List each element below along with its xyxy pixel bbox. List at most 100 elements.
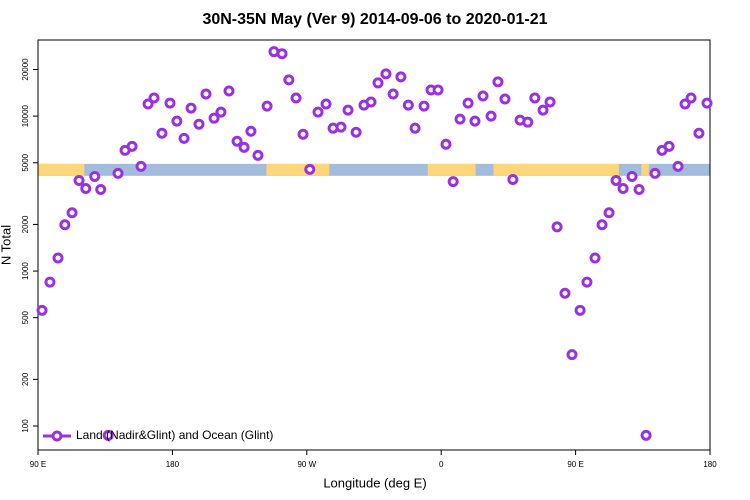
- x-tick-label: 180: [703, 460, 717, 469]
- point: [380, 68, 392, 80]
- point: [283, 74, 295, 86]
- land-band: [38, 163, 85, 176]
- point: [171, 115, 183, 127]
- point: [44, 276, 56, 288]
- point: [297, 128, 309, 140]
- point: [454, 113, 466, 125]
- point: [640, 429, 652, 441]
- point: [566, 349, 578, 361]
- plot-frame: [37, 39, 711, 451]
- point: [215, 106, 227, 118]
- point: [193, 118, 205, 130]
- point: [185, 102, 197, 114]
- y-tick-label: 20000: [21, 58, 30, 81]
- point: [581, 276, 593, 288]
- y-tick-label: 500: [21, 310, 30, 324]
- legend-marker: [51, 430, 63, 442]
- point: [231, 135, 243, 147]
- point: [112, 167, 124, 179]
- point: [633, 184, 645, 196]
- point: [610, 175, 622, 187]
- point: [372, 77, 384, 89]
- y-tick-label: 200: [21, 372, 30, 386]
- point: [499, 93, 511, 105]
- point: [507, 173, 519, 185]
- point: [603, 207, 615, 219]
- point: [200, 88, 212, 100]
- land-band: [427, 163, 476, 176]
- land-band: [266, 163, 330, 176]
- point: [529, 92, 541, 104]
- point: [135, 160, 147, 172]
- point: [238, 141, 250, 153]
- point: [447, 176, 459, 188]
- point: [649, 167, 661, 179]
- point: [164, 97, 176, 109]
- point: [402, 99, 414, 111]
- point: [59, 219, 71, 231]
- x-axis-label: Longitude (deg E): [323, 475, 426, 490]
- point: [261, 100, 273, 112]
- point: [66, 207, 78, 219]
- point: [574, 304, 586, 316]
- legend-label: Land (Nadir&Glint) and Ocean (Glint): [76, 428, 273, 442]
- point: [320, 98, 332, 110]
- x-tick-label: 90 W: [297, 460, 316, 469]
- point: [485, 110, 497, 122]
- point: [290, 92, 302, 104]
- point: [365, 96, 377, 108]
- point: [589, 252, 601, 264]
- point: [596, 219, 608, 231]
- point: [245, 125, 257, 137]
- x-tick-label: 90 E: [567, 460, 583, 469]
- point: [95, 184, 107, 196]
- point: [617, 183, 629, 195]
- point: [492, 76, 504, 88]
- point: [418, 100, 430, 112]
- y-tick-label: 1000: [21, 262, 30, 280]
- x-tick-label: 90 E: [30, 460, 46, 469]
- point: [178, 132, 190, 144]
- point: [387, 88, 399, 100]
- point: [304, 163, 316, 175]
- point: [477, 90, 489, 102]
- land-band: [641, 163, 649, 176]
- point: [685, 92, 697, 104]
- point: [551, 221, 563, 233]
- point: [409, 122, 421, 134]
- point: [142, 98, 154, 110]
- y-tick-label: 2000: [21, 215, 30, 233]
- point: [80, 183, 92, 195]
- point: [537, 104, 549, 116]
- point: [89, 170, 101, 182]
- point: [350, 126, 362, 138]
- point: [701, 97, 713, 109]
- point: [469, 115, 481, 127]
- point: [126, 140, 138, 152]
- y-tick-label: 100: [21, 419, 30, 433]
- point: [462, 97, 474, 109]
- y-tick-label: 5000: [21, 153, 30, 171]
- point: [432, 84, 444, 96]
- point: [312, 106, 324, 118]
- y-axis-label: N Total: [0, 225, 13, 265]
- point: [342, 104, 354, 116]
- point: [52, 252, 64, 264]
- point: [440, 138, 452, 150]
- point: [395, 71, 407, 83]
- point: [73, 175, 85, 187]
- y-tick-label: 10000: [21, 104, 30, 127]
- point: [544, 96, 556, 108]
- point: [208, 112, 220, 124]
- point: [156, 127, 168, 139]
- land-band: [493, 163, 619, 176]
- point: [672, 160, 684, 172]
- point: [679, 98, 691, 110]
- x-tick-label: 0: [439, 460, 444, 469]
- point: [522, 116, 534, 128]
- point: [36, 304, 48, 316]
- x-tick-label: 180: [166, 460, 180, 469]
- point: [663, 140, 675, 152]
- point: [335, 121, 347, 133]
